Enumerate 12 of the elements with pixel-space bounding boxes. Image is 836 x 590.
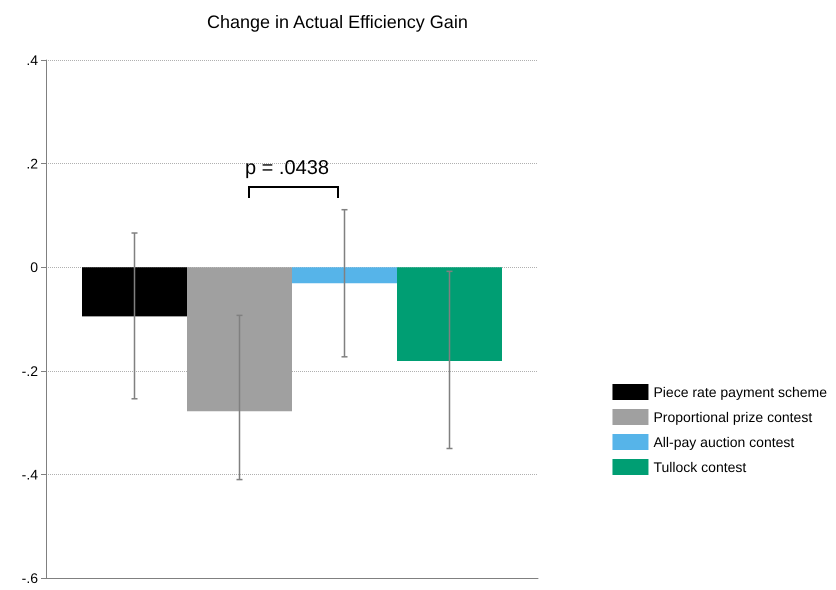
y-tick-label: -.2 bbox=[22, 362, 38, 379]
y-tick-label: -.6 bbox=[22, 570, 38, 586]
y-tick-label: .4 bbox=[26, 52, 38, 68]
legend-label: Piece rate payment scheme bbox=[653, 384, 828, 400]
legend-label: All-pay auction contest bbox=[653, 434, 794, 450]
y-tick-label: 0 bbox=[30, 259, 38, 276]
chart-title: Change in Actual Efficiency Gain bbox=[207, 12, 468, 32]
y-tick-label: .2 bbox=[26, 156, 38, 172]
legend-label: Tullock contest bbox=[653, 459, 746, 475]
y-tick-label: -.4 bbox=[22, 466, 38, 482]
legend-label: Proportional prize contest bbox=[653, 409, 812, 425]
annotation: p = .0438 bbox=[245, 157, 329, 179]
